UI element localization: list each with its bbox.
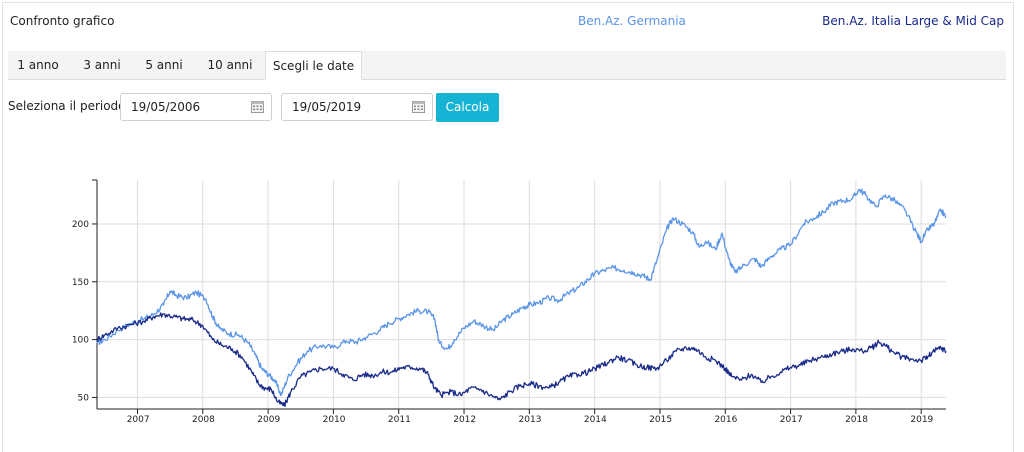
start-date-input[interactable]: 19/05/2006 [120, 93, 272, 121]
end-date-input[interactable]: 19/05/2019 [281, 93, 433, 121]
x-tick-label: 2015 [649, 415, 672, 425]
x-tick-label: 2012 [453, 415, 476, 425]
period-tabs: 1 anno 3 anni 5 anni 10 anni Scegli le d… [8, 51, 1006, 80]
x-tick-label: 2019 [910, 415, 933, 425]
tab-10-anni[interactable]: 10 anni [207, 58, 253, 72]
calendar-icon[interactable] [251, 101, 264, 113]
x-tick-label: 2014 [584, 415, 607, 425]
period-label: Seleziona il periodo: [8, 99, 130, 113]
legend-germania[interactable]: Ben.Az. Germania [578, 14, 686, 28]
x-tick-label: 2018 [845, 415, 868, 425]
x-tick-label: 2013 [519, 415, 542, 425]
tab-5-anni[interactable]: 5 anni [145, 58, 183, 72]
y-tick-label: 100 [72, 336, 89, 346]
series-italia-line [96, 312, 947, 407]
legend-italia[interactable]: Ben.Az. Italia Large & Mid Cap [822, 14, 1004, 28]
tab-3-anni[interactable]: 3 anni [83, 58, 121, 72]
y-tick-label: 50 [78, 393, 90, 403]
x-tick-label: 2016 [714, 415, 737, 425]
y-tick-label: 200 [72, 220, 89, 230]
end-date-value: 19/05/2019 [292, 100, 362, 114]
calcola-button[interactable]: Calcola [436, 93, 499, 122]
x-tick-label: 2007 [127, 415, 150, 425]
widget-title: Confronto grafico [10, 14, 115, 28]
x-tick-label: 2009 [257, 415, 280, 425]
tab-1-anno[interactable]: 1 anno [17, 58, 59, 72]
x-tick-label: 2010 [323, 415, 346, 425]
x-tick-label: 2008 [192, 415, 215, 425]
start-date-value: 19/05/2006 [131, 100, 201, 114]
x-tick-label: 2011 [388, 415, 411, 425]
tab-scegli-le-date[interactable]: Scegli le date [265, 51, 362, 80]
calendar-icon[interactable] [412, 101, 425, 113]
x-tick-label: 2017 [780, 415, 803, 425]
series-germania-line [96, 188, 947, 397]
y-tick-label: 150 [72, 278, 89, 288]
